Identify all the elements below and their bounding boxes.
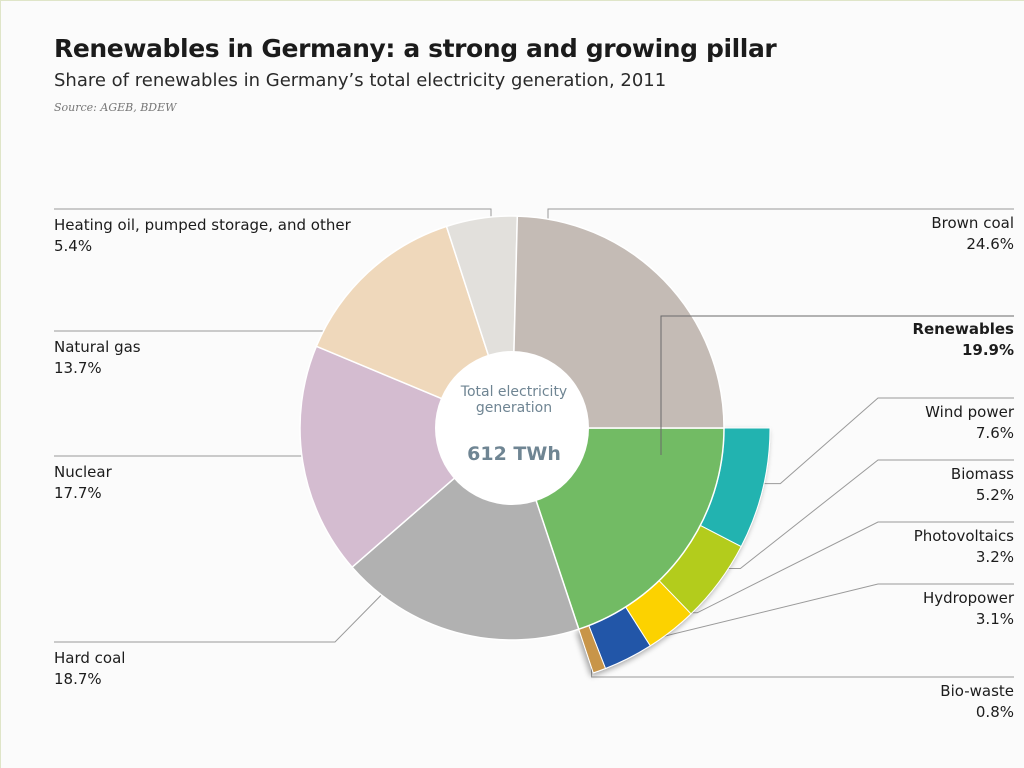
chart-title: Renewables in Germany: a strong and grow… <box>54 34 777 63</box>
label-renewables-value: 19.9% <box>961 341 1014 359</box>
label-heating-oil-value: 5.4% <box>54 237 93 255</box>
label-heating-oil-name: Heating oil, pumped storage, and other <box>54 216 351 234</box>
label-hard-coal-name: Hard coal <box>54 649 126 667</box>
label-nuclear-value: 17.7% <box>54 484 102 502</box>
label-natural-gas: Natural gas 13.7% <box>54 337 141 379</box>
label-biomass-name: Biomass <box>950 465 1014 483</box>
label-biomass-value: 5.2% <box>975 486 1014 504</box>
label-hard-coal-value: 18.7% <box>54 670 102 688</box>
pie-slice-nuclear <box>299 345 514 569</box>
label-wind-power-value: 7.6% <box>975 424 1014 442</box>
center-hole <box>435 351 589 505</box>
label-photovoltaics-name: Photovoltaics <box>913 527 1014 545</box>
label-nuclear-name: Nuclear <box>54 463 112 481</box>
label-natural-gas-name: Natural gas <box>54 338 141 356</box>
label-hydropower-name: Hydropower <box>922 589 1014 607</box>
label-bio-waste-name: Bio-waste <box>940 682 1014 700</box>
label-bio-waste: Bio-waste 0.8% <box>940 681 1014 723</box>
frame-top-line <box>0 0 1024 1</box>
leader-renewables <box>660 315 1014 455</box>
label-natural-gas-value: 13.7% <box>54 359 102 377</box>
center-total: 612 TWh <box>467 443 561 465</box>
label-brown-coal-name: Brown coal <box>931 214 1014 232</box>
label-heating-oil: Heating oil, pumped storage, and other 5… <box>54 215 351 257</box>
label-wind-power: Wind power 7.6% <box>925 402 1014 444</box>
label-wind-power-name: Wind power <box>925 403 1014 421</box>
label-renewables-name: Renewables <box>912 320 1014 338</box>
label-brown-coal-value: 24.6% <box>966 235 1014 253</box>
label-hard-coal: Hard coal 18.7% <box>54 648 125 690</box>
label-photovoltaics: Photovoltaics 3.2% <box>914 526 1014 568</box>
label-photovoltaics-value: 3.2% <box>975 548 1014 566</box>
chart-subtitle: Share of renewables in Germany’s total e… <box>54 70 667 91</box>
frame-left-line <box>0 0 1 768</box>
renewables-leader <box>660 315 1014 455</box>
renewables-breakdown-arc <box>578 427 771 674</box>
chart-source: Source: AGEB, BDEW <box>54 101 177 114</box>
label-bio-waste-value: 0.8% <box>975 703 1014 721</box>
label-biomass: Biomass 5.2% <box>951 464 1014 506</box>
label-nuclear: Nuclear 17.7% <box>54 462 112 504</box>
label-hydropower: Hydropower 3.1% <box>923 588 1014 630</box>
leader-bio-waste <box>591 649 1014 678</box>
label-hydropower-value: 3.1% <box>975 610 1014 628</box>
center-label: Total electricity generation <box>460 384 568 416</box>
label-brown-coal: Brown coal 24.6% <box>931 213 1014 255</box>
label-renewables: Renewables 19.9% <box>912 319 1014 361</box>
leader-hard-coal <box>54 577 399 643</box>
